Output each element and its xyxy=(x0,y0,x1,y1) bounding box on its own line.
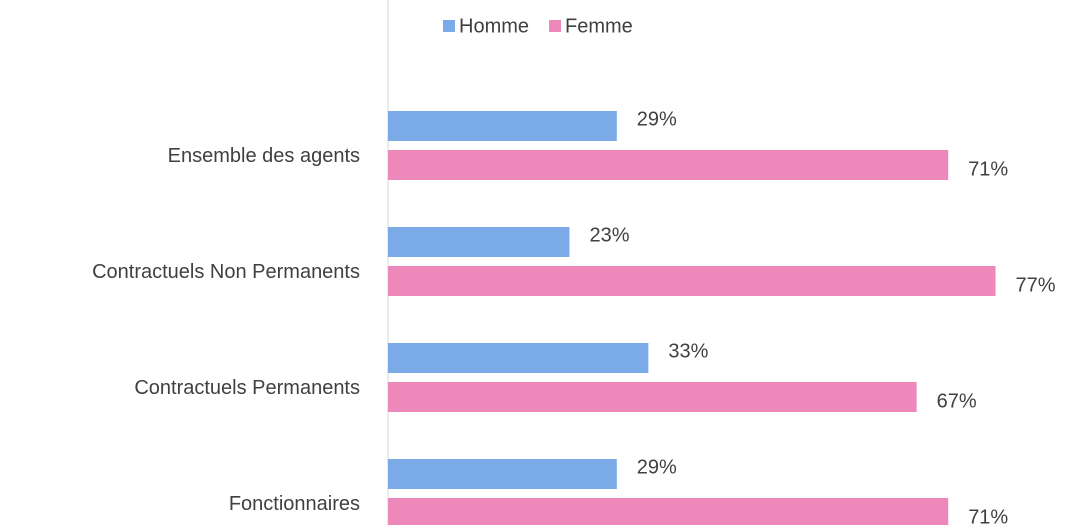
data-label: 71% xyxy=(968,506,1008,525)
category-label: Ensemble des agents xyxy=(168,145,360,167)
legend-label: Homme xyxy=(459,15,529,37)
data-label: 67% xyxy=(937,390,977,412)
data-label: 33% xyxy=(668,340,708,362)
data-label: 23% xyxy=(589,224,629,246)
data-label: 29% xyxy=(637,108,677,130)
data-label: 77% xyxy=(1016,274,1056,296)
bar xyxy=(388,343,649,373)
bar xyxy=(388,150,949,180)
data-label: 71% xyxy=(968,158,1008,180)
legend-swatch xyxy=(549,20,562,32)
bar xyxy=(388,227,570,257)
bar xyxy=(388,498,949,525)
category-label: Contractuels Non Permanents xyxy=(92,261,360,283)
bar xyxy=(388,459,617,489)
bar xyxy=(388,111,617,141)
data-label: 29% xyxy=(637,456,677,478)
bar xyxy=(388,382,917,412)
bar xyxy=(388,266,996,296)
legend-swatch xyxy=(443,20,455,32)
category-label: Fonctionnaires xyxy=(229,493,360,515)
legend-label: Femme xyxy=(565,15,633,37)
category-label: Contractuels Permanents xyxy=(134,377,360,399)
